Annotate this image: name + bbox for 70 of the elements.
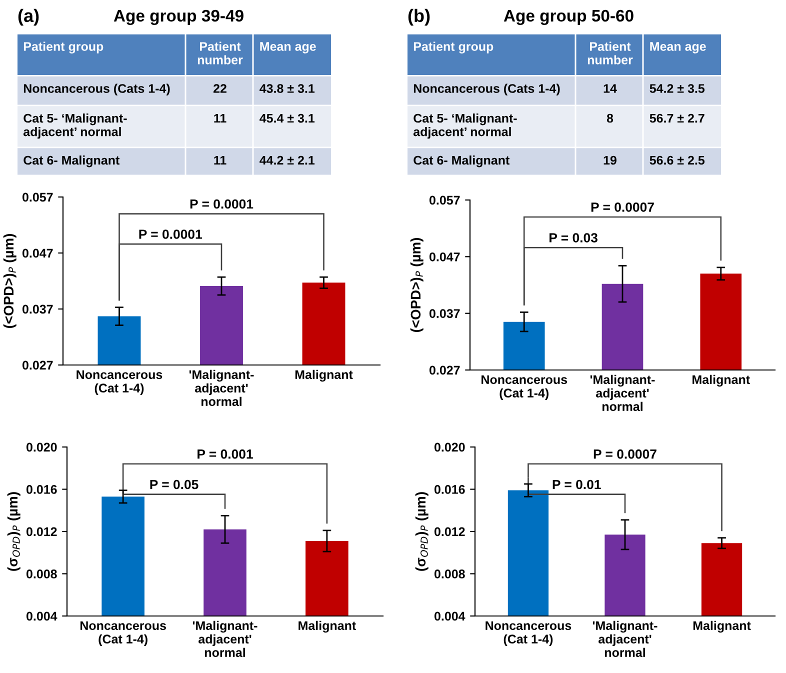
y-tick-label: 0.012 (26, 527, 57, 536)
text: 56.7 ± 2.7 (650, 114, 704, 123)
text: Cat 5- ‘Malignant-adjacent’ normal (413, 114, 517, 139)
text: Patient number (198, 42, 243, 64)
y-tick-label: 0.004 (434, 612, 466, 621)
y-tick-label: 0.012 (434, 527, 465, 536)
text: 11 (214, 114, 226, 123)
y-tick-label: 0.004 (26, 612, 58, 621)
text: Noncancerous (Cats 1-4) (414, 84, 560, 96)
y-axis-title: (σ$_{OPD}$)$_{P}$ (µm) (415, 492, 428, 571)
text: Cat 6- Malignant (24, 156, 120, 168)
text: 54.2 ± 3.5 (650, 84, 705, 93)
x-tick-label: 'Malignant-adjacent' normal (592, 620, 658, 658)
text: 56.6 ± 2.5 (650, 156, 705, 165)
text: 8 (606, 114, 614, 123)
text: 19 (604, 156, 616, 165)
annotation: P = 0.01 (552, 480, 601, 490)
text: Cat 6- Malignant (414, 156, 510, 168)
text: 11 (214, 156, 226, 165)
x-tick-label: Noncancerous (Cat 1-4) (486, 621, 572, 646)
y-tick-label: 0.027 (22, 360, 53, 370)
text: 44.2 ± 2.1 (260, 156, 315, 165)
annotation: P = 0.0001 (139, 230, 202, 239)
text: 43.8 ± 3.1 (260, 84, 315, 93)
x-tick-label: 'Malignant-adjacent' normal (189, 370, 254, 406)
y-tick-label: 0.020 (434, 442, 465, 452)
annotation: P = 0.001 (198, 449, 253, 459)
text: Mean age (260, 42, 316, 54)
y-axis-title: (σ$_{OPD}$)$_{P}$ (µm) (7, 492, 20, 571)
annotation: P = 0.0007 (591, 202, 654, 212)
y-tick-label: 0.047 (429, 252, 460, 262)
x-tick-label: 'Malignant-adjacent' normal (192, 620, 258, 658)
annotation: P = 0.03 (550, 233, 598, 242)
text: Patient number (588, 42, 633, 64)
y-axis-title: (<OPD>)$_{P}$ (µm) (3, 234, 16, 328)
annotation: P = 0.0007 (594, 449, 656, 459)
x-tick-label: Malignant (295, 370, 353, 382)
x-tick-label: Malignant (693, 620, 751, 633)
x-tick-label: Noncancerous (Cat 1-4) (80, 621, 166, 646)
y-tick-label: 0.057 (22, 192, 53, 202)
x-tick-label: Malignant (298, 620, 356, 633)
y-tick-label: 0.057 (429, 196, 460, 205)
annotation: P = 0.05 (150, 480, 198, 490)
annotation: P = 0.0001 (190, 199, 254, 209)
x-tick-label: Malignant (692, 374, 750, 387)
y-tick-label: 0.047 (22, 248, 53, 258)
text: Patient group (414, 42, 494, 54)
text: Age group 50-60 (504, 10, 634, 26)
text: Mean age (650, 42, 706, 54)
text: Cat 5- ‘Malignant-adjacent’ normal (23, 114, 127, 139)
y-tick-label: 0.016 (26, 485, 57, 494)
y-tick-label: 0.008 (26, 570, 57, 578)
y-tick-label: 0.037 (429, 309, 460, 318)
y-tick-label: 0.008 (434, 570, 465, 578)
y-tick-label: 0.027 (429, 366, 460, 375)
x-tick-label: 'Malignant-adjacent' normal (590, 374, 655, 412)
y-tick-label: 0.016 (434, 485, 465, 494)
text: 45.4 ± 3.1 (260, 114, 315, 123)
text: 22 (213, 84, 226, 93)
text: Noncancerous (Cats 1-4) (24, 84, 170, 96)
y-tick-label: 0.037 (22, 304, 53, 314)
x-tick-label: Noncancerous (Cat 1-4) (482, 375, 568, 400)
text: (a) (18, 8, 39, 26)
text: (b) (408, 8, 430, 26)
text: Patient group (24, 42, 104, 54)
y-axis-title: (<OPD>)$_{P}$ (µm) (410, 238, 424, 332)
x-tick-label: Noncancerous (Cat 1-4) (76, 370, 162, 395)
text: Age group 39-49 (114, 10, 244, 26)
y-tick-label: 0.020 (26, 442, 57, 452)
text: 14 (604, 84, 617, 93)
